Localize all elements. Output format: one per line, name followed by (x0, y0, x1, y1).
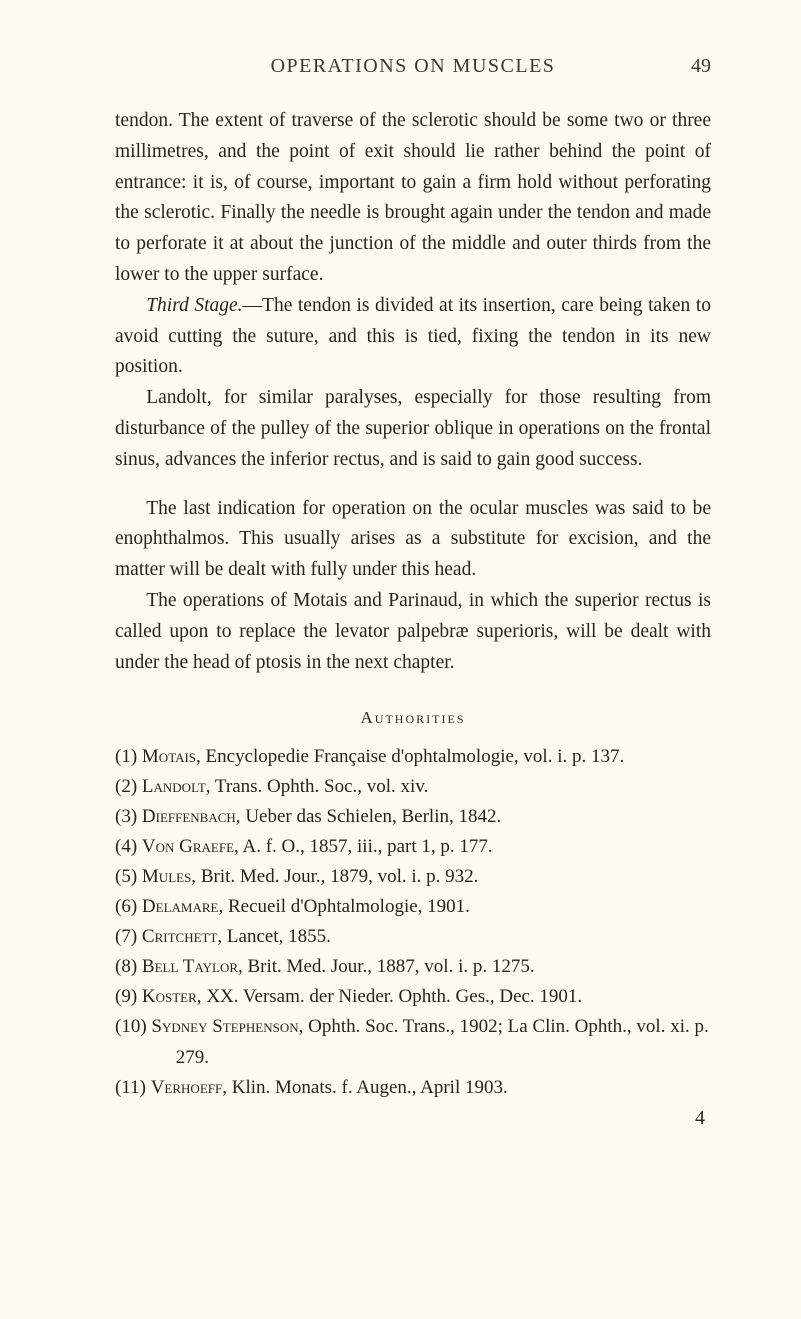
body-text: tendon. The extent of traverse of the sc… (115, 106, 711, 678)
ref-author: Motais, (142, 746, 201, 767)
signature-mark: 4 (115, 1107, 711, 1130)
ref-rest: Klin. Monats. f. Augen., April 1903. (227, 1077, 508, 1098)
reference-item: (3) Dieffenbach, Ueber das Schielen, Ber… (115, 802, 711, 832)
ref-author: Critchett, (142, 926, 222, 947)
reference-item: (2) Landolt, Trans. Ophth. Soc., vol. xi… (115, 772, 711, 802)
ref-rest: Recueil d'Ophtalmologie, 1901. (223, 896, 470, 917)
scanned-page: OPERATIONS ON MUSCLES 49 tendon. The ext… (0, 0, 801, 1319)
ref-author: Bell Taylor, (142, 956, 243, 977)
paragraph-2: Third Stage.—The tendon is divided at it… (115, 291, 711, 383)
ref-author: Verhoeff, (151, 1077, 227, 1098)
reference-item: (11) Verhoeff, Klin. Monats. f. Augen., … (115, 1073, 711, 1103)
reference-item: (8) Bell Taylor, Brit. Med. Jour., 1887,… (115, 952, 711, 982)
reference-item: (6) Delamare, Recueil d'Ophtalmologie, 1… (115, 892, 711, 922)
paragraph-1: tendon. The extent of traverse of the sc… (115, 106, 711, 291)
paragraph-5: The operations of Motais and Parinaud, i… (115, 586, 711, 678)
ref-author: Koster, (142, 986, 202, 1007)
ref-rest: Brit. Med. Jour., 1879, vol. i. p. 932. (196, 866, 478, 887)
reference-item: (7) Critchett, Lancet, 1855. (115, 922, 711, 952)
reference-item: (1) Motais, Encyclopedie Française d'oph… (115, 742, 711, 772)
reference-item: (9) Koster, XX. Versam. der Nieder. Opht… (115, 982, 711, 1012)
reference-item: (10) Sydney Stephenson, Ophth. Soc. Tran… (115, 1012, 711, 1072)
ref-num: (7) (115, 926, 137, 947)
authorities-heading: Authorities (115, 708, 711, 728)
running-title: OPERATIONS ON MUSCLES (155, 55, 671, 78)
ref-rest: A. f. O., 1857, iii., part 1, p. 177. (239, 836, 493, 857)
ref-num: (9) (115, 986, 137, 1007)
ref-num: (3) (115, 806, 137, 827)
ref-author: Dieffenbach, (142, 806, 241, 827)
paragraph-3: Landolt, for similar paralyses, especial… (115, 383, 711, 475)
stage-label: Third Stage. (146, 295, 242, 316)
ref-author: Mules, (142, 866, 196, 887)
ref-num: (11) (115, 1077, 146, 1098)
ref-rest: Trans. Ophth. Soc., vol. xiv. (211, 776, 429, 797)
ref-author: Sydney Stephenson, (151, 1016, 303, 1037)
ref-num: (5) (115, 866, 137, 887)
paragraph-4: The last indication for operation on the… (115, 494, 711, 586)
reference-item: (4) Von Graefe, A. f. O., 1857, iii., pa… (115, 832, 711, 862)
running-head: OPERATIONS ON MUSCLES 49 (115, 55, 711, 78)
reference-item: (5) Mules, Brit. Med. Jour., 1879, vol. … (115, 862, 711, 892)
ref-rest: Encyclopedie Française d'ophtalmologie, … (201, 746, 624, 767)
ref-num: (10) (115, 1016, 147, 1037)
authorities-list: (1) Motais, Encyclopedie Française d'oph… (115, 742, 711, 1102)
ref-num: (6) (115, 896, 137, 917)
ref-num: (1) (115, 746, 137, 767)
ref-num: (8) (115, 956, 137, 977)
ref-rest: Lancet, 1855. (222, 926, 331, 947)
ref-num: (4) (115, 836, 137, 857)
ref-rest: XX. Versam. der Nieder. Ophth. Ges., Dec… (202, 986, 583, 1007)
ref-rest: Ueber das Schielen, Berlin, 1842. (241, 806, 502, 827)
page-number: 49 (671, 55, 711, 78)
ref-num: (2) (115, 776, 137, 797)
ref-author: Landolt, (142, 776, 211, 797)
ref-author: Delamare, (142, 896, 223, 917)
ref-author: Von Graefe, (142, 836, 239, 857)
ref-rest: Brit. Med. Jour., 1887, vol. i. p. 1275. (243, 956, 535, 977)
